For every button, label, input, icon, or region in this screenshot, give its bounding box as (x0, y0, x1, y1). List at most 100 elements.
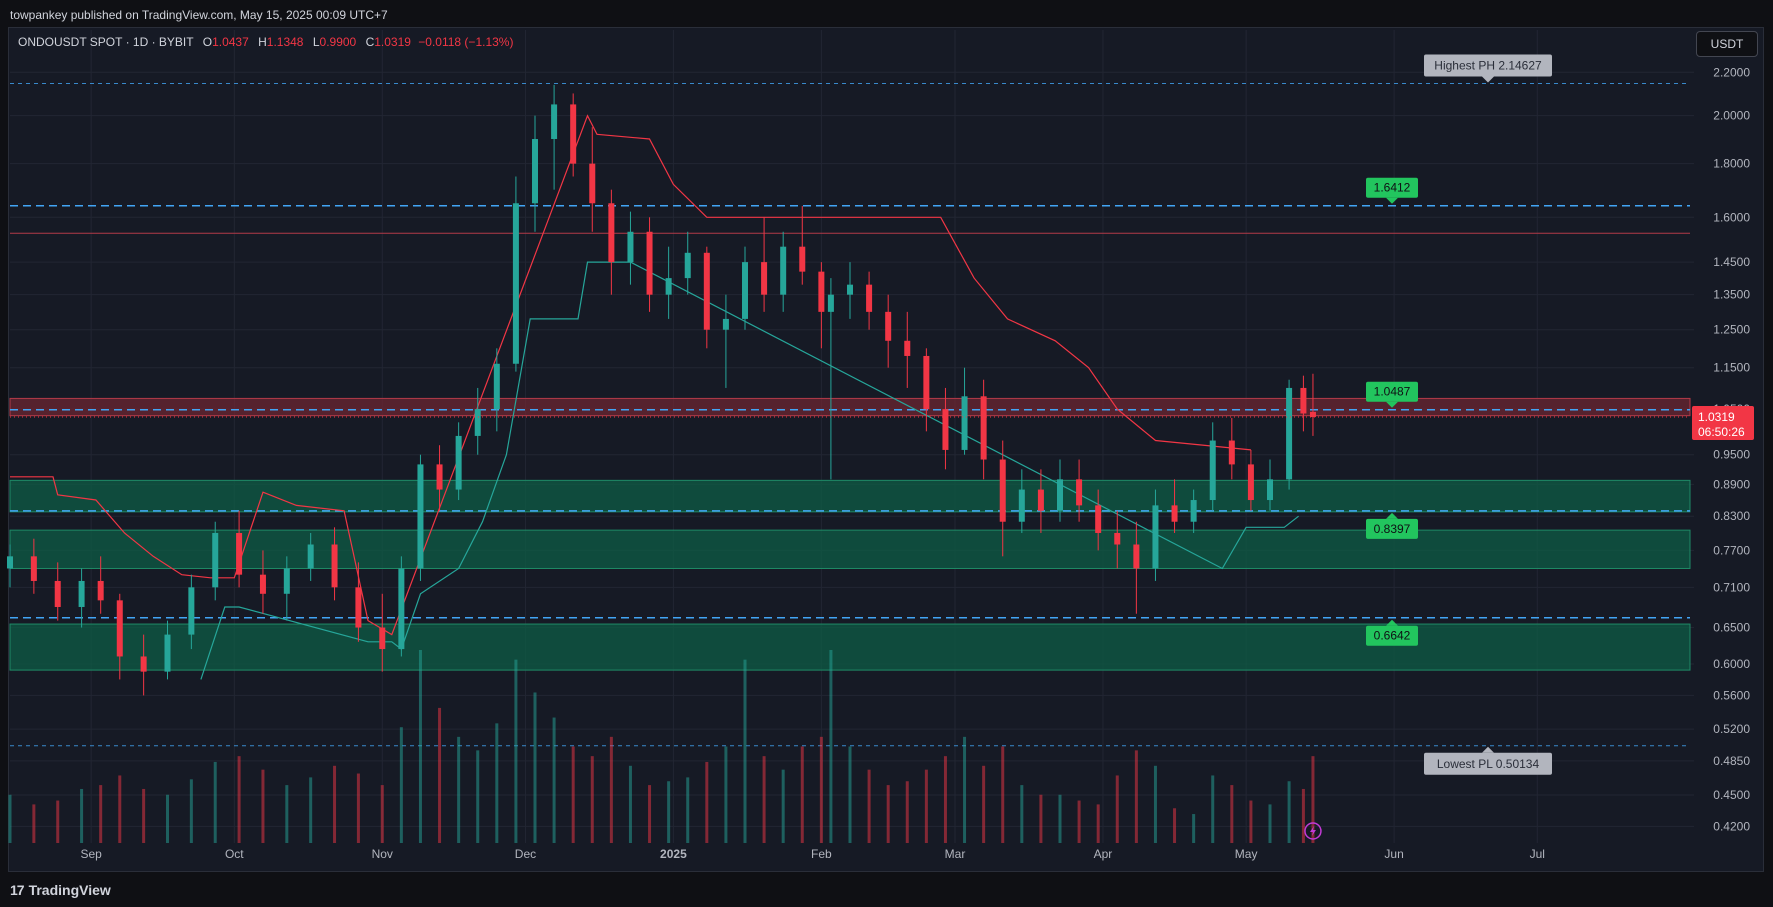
candle-body (1300, 387, 1307, 414)
tradingview-logo[interactable]: 17 TradingView (10, 882, 111, 898)
y-axis-tick-label: 0.6000 (1713, 657, 1750, 671)
volume-bar (309, 777, 313, 843)
legend-close-value: 1.0319 (374, 35, 411, 49)
volume-bar (1115, 775, 1119, 843)
x-axis-tick-label: 2025 (660, 847, 687, 861)
volume-bar (819, 736, 823, 843)
volume-bar (142, 788, 146, 843)
candle-body (78, 580, 85, 607)
level-label-box (1366, 625, 1418, 646)
volume-bar (628, 765, 632, 843)
candle-body (97, 580, 104, 601)
y-axis-tick-label: 1.4500 (1713, 255, 1750, 269)
volume-bar (571, 746, 575, 843)
candle-body (474, 409, 481, 436)
candle-body (799, 246, 806, 272)
x-axis-tick-label: Mar (945, 847, 966, 861)
volume-bar (590, 756, 594, 843)
candle-body (355, 587, 362, 628)
x-axis-tick-label: Sep (80, 847, 102, 861)
candle-body (827, 294, 834, 312)
candle-body (30, 556, 37, 581)
candle-body (307, 544, 314, 569)
y-axis-tick-label: 1.2500 (1713, 323, 1750, 337)
volume-bar (1249, 800, 1253, 843)
candle-body (1247, 464, 1254, 501)
lightning-icon (1304, 822, 1322, 840)
candle-body (589, 163, 596, 204)
y-axis-tick-label: 0.7100 (1713, 580, 1750, 594)
chart-legend: ONDOUSDT SPOT · 1D · BYBIT O1.0437 H1.13… (18, 35, 513, 49)
highest-ph-label-box (1424, 54, 1552, 77)
support-zone (9, 479, 1691, 513)
candle-body (331, 544, 338, 588)
y-axis-tick-label: 0.6500 (1713, 621, 1750, 635)
volume-bar (1077, 800, 1081, 843)
candle-body (1076, 479, 1083, 506)
volume-bar (80, 788, 84, 843)
volume-bar (118, 775, 122, 843)
candle-body (188, 587, 195, 635)
candle-body (164, 634, 171, 672)
volume-bar (476, 750, 480, 843)
volume-bar (686, 777, 690, 843)
candle-body (923, 355, 930, 410)
x-axis-tick-label: Jun (1384, 847, 1403, 861)
level-label-pointer (1386, 512, 1398, 519)
chart-frame[interactable] (8, 27, 1764, 872)
candle-body (961, 396, 968, 450)
currency-button[interactable]: USDT (1696, 31, 1758, 57)
level-label-box (1366, 381, 1418, 402)
candle-body (512, 203, 519, 364)
volume-bar (743, 659, 747, 843)
volume-bar (166, 794, 169, 843)
volume-bar (356, 773, 360, 843)
volume-bar (848, 746, 852, 843)
candle-body (140, 656, 147, 672)
volume-bar (1192, 814, 1196, 843)
volume-bar (1058, 794, 1062, 843)
legend-low-label: L (312, 35, 320, 49)
candle-body (980, 396, 987, 460)
candle-body (742, 262, 748, 319)
level-label: 1.6412 (1374, 181, 1411, 195)
volume-bar (32, 804, 36, 843)
candle-body (212, 532, 219, 588)
supertrend-bull-line (200, 261, 1299, 680)
y-axis-tick-label: 0.8900 (1713, 477, 1750, 491)
volume-bar (514, 659, 518, 843)
volume-bar (333, 765, 337, 843)
volume-bar (924, 769, 928, 843)
legend-high-label: H (258, 35, 267, 49)
volume-bar (1230, 785, 1234, 843)
level-label: 1.0487 (1374, 385, 1411, 399)
volume-bar (886, 785, 890, 843)
candle-body (551, 104, 558, 140)
volume-bar (982, 765, 986, 843)
candle-body (236, 532, 243, 575)
level-label: 0.6642 (1374, 629, 1411, 643)
lowest-pl-label-box (1424, 752, 1552, 775)
volume-bar (609, 736, 613, 843)
candle-body (608, 203, 615, 263)
candle-body (1114, 532, 1121, 545)
volume-bar (1096, 804, 1100, 843)
legend-open-value: 1.0437 (212, 35, 249, 49)
volume-bar (380, 785, 384, 843)
candle-body (1171, 505, 1178, 522)
x-axis-tick-label: Feb (811, 847, 832, 861)
volume-bar (1134, 750, 1138, 843)
footer-bar: 17 TradingView (0, 874, 1773, 907)
last-price-value: 1.0319 (1698, 410, 1735, 424)
candle-body (1209, 440, 1216, 501)
volume-bar (781, 769, 785, 843)
candle-body (1228, 440, 1235, 465)
volume-bar (705, 761, 709, 843)
volume-bar (533, 692, 537, 843)
volume-bar (667, 781, 671, 843)
legend-change: −0.0118 (−1.13%) (418, 35, 514, 49)
volume-bar (648, 785, 652, 843)
volume-bar (552, 717, 556, 843)
volume-bar (943, 756, 947, 843)
